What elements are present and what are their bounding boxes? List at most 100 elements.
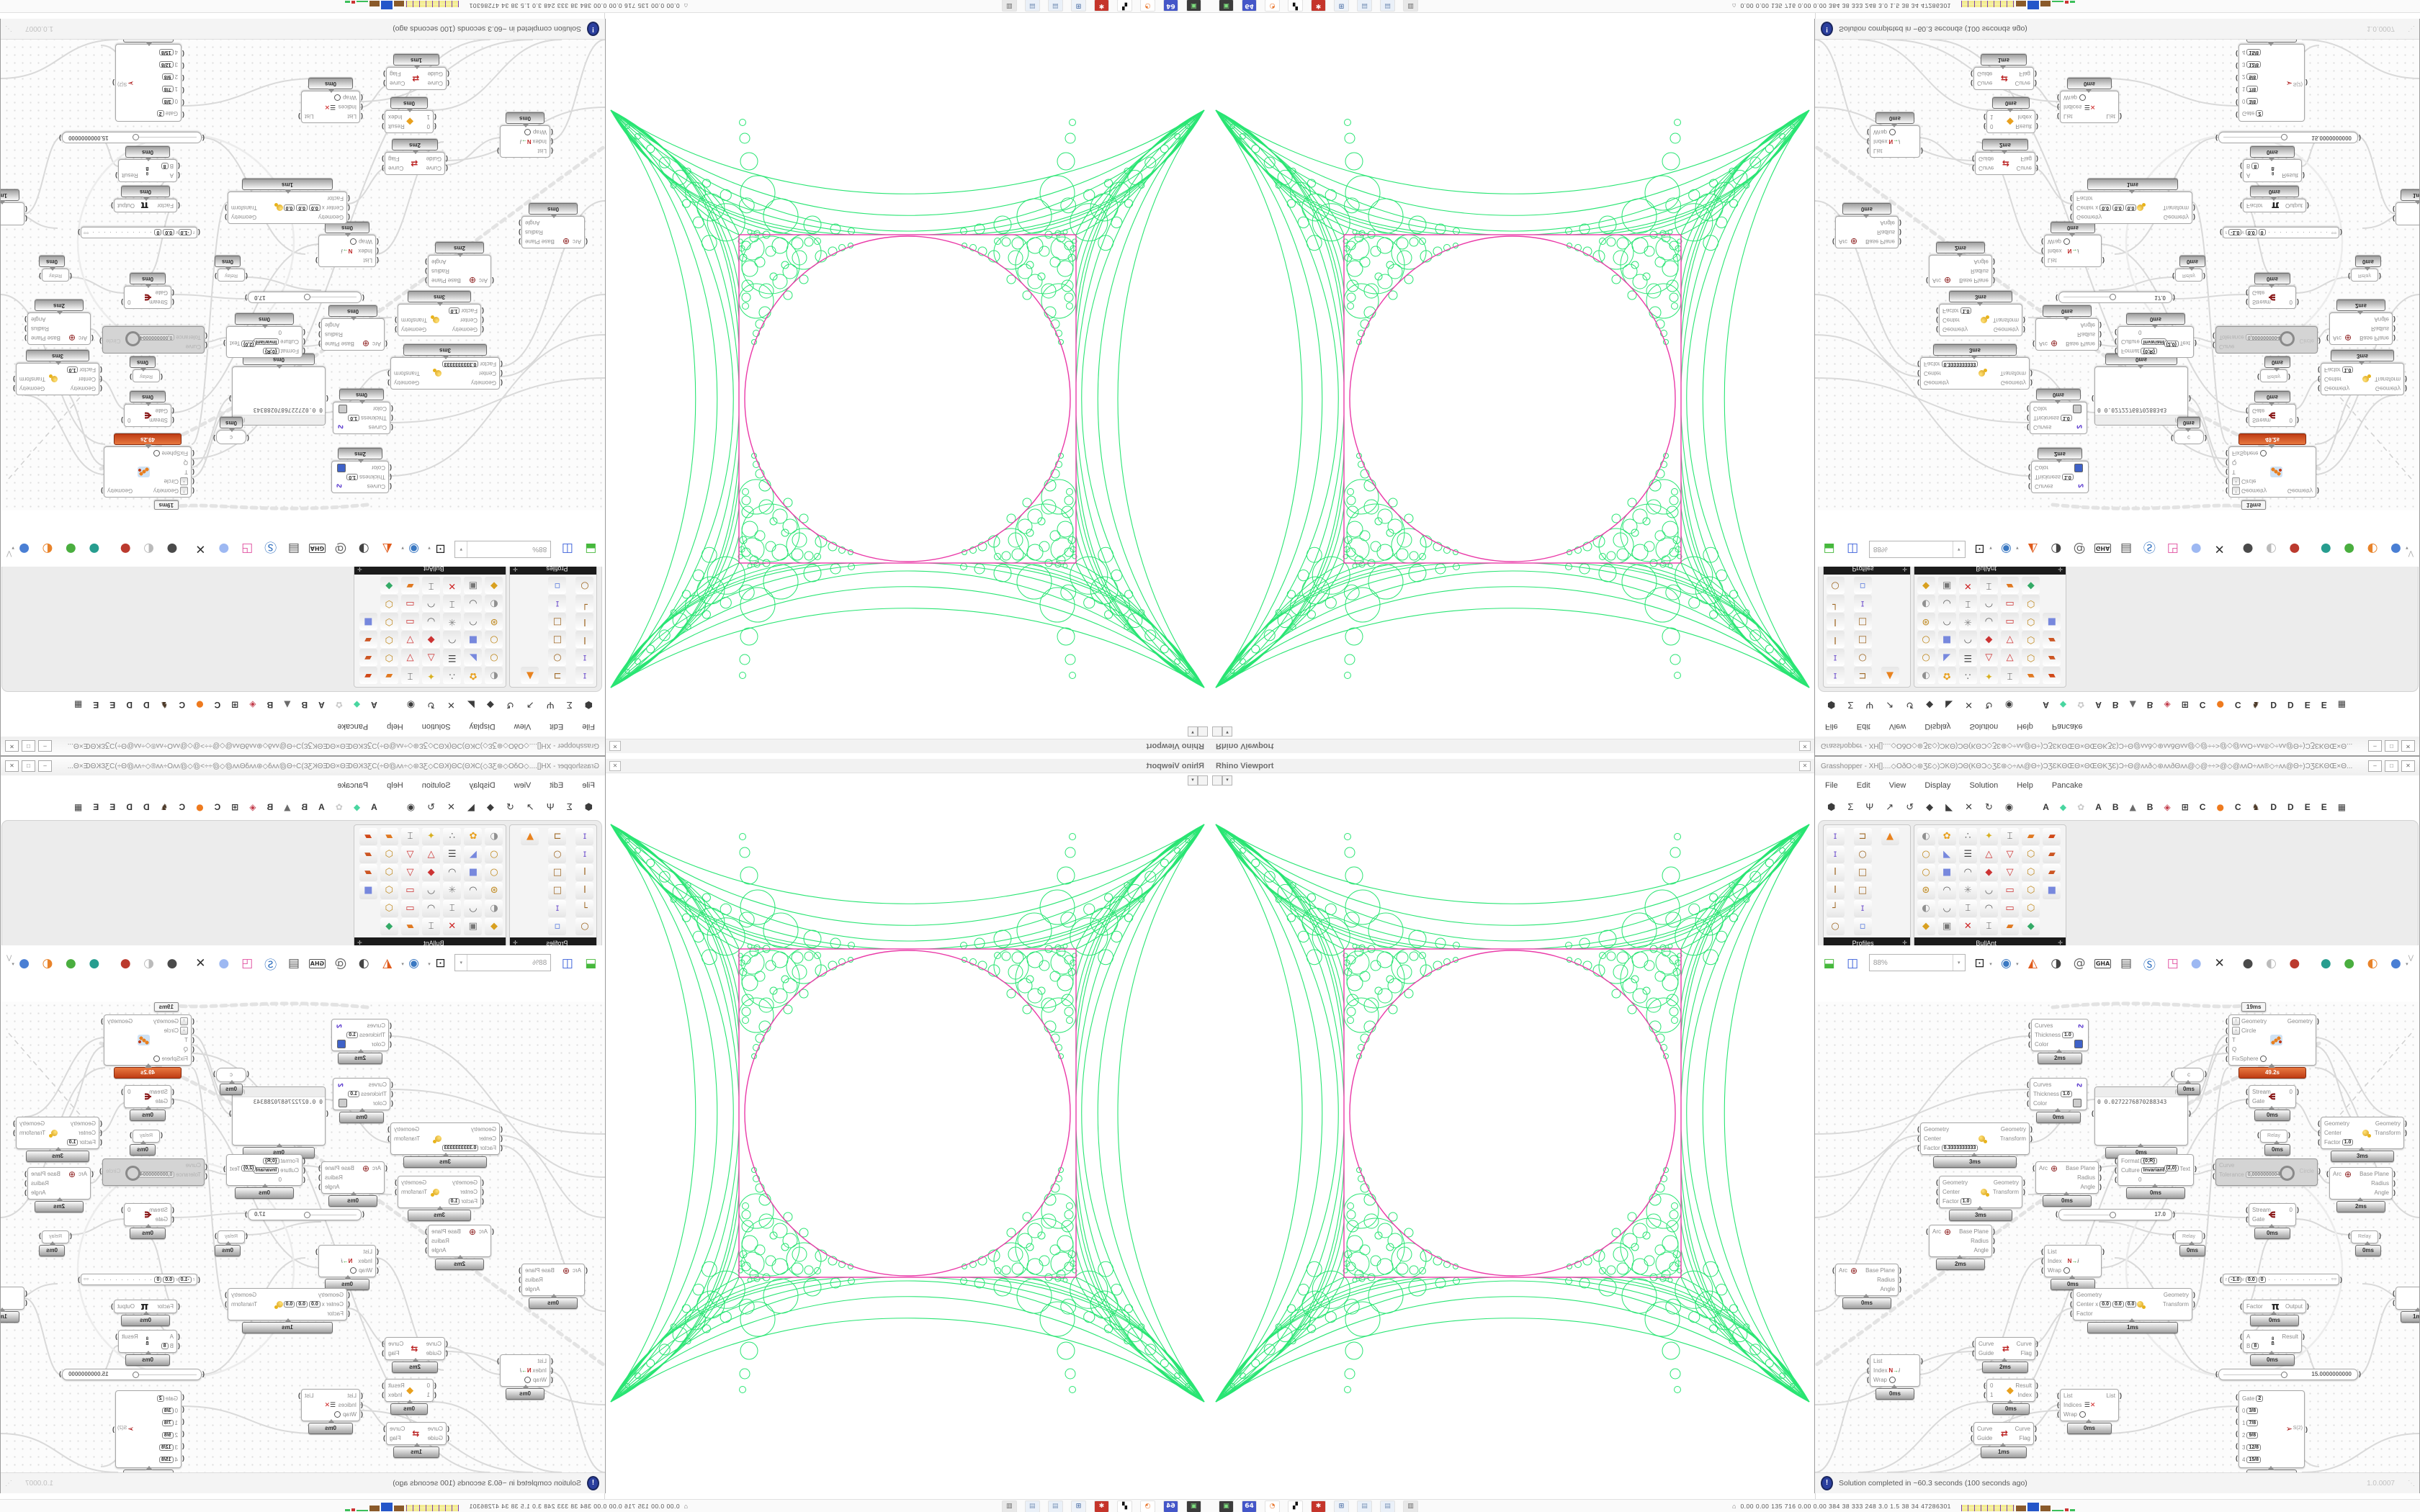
output-pin[interactable]: ) bbox=[99, 338, 102, 345]
input-pin[interactable]: ( bbox=[434, 1382, 436, 1389]
input-pin[interactable]: ( bbox=[1936, 1197, 1938, 1205]
input-pin[interactable]: ( bbox=[348, 214, 350, 221]
value-chip[interactable]: {0;R} bbox=[2141, 1158, 2158, 1164]
close-button[interactable]: ✕ bbox=[2401, 760, 2415, 772]
plugin-tab-A[interactable]: A bbox=[371, 700, 377, 710]
node-arc-a[interactable]: Arc ⊕ Base Plane Radius Angle())) bbox=[318, 1161, 387, 1194]
preview-eye-button[interactable]: ◉ bbox=[408, 541, 419, 556]
value-chip[interactable]: 1.0 bbox=[2062, 1032, 2074, 1038]
palette-item-icon[interactable]: ▫ bbox=[548, 577, 567, 595]
node-pick-n-choose[interactable]: Gate 2 0 3/8 1 7/8 2 9/8 3 12/8 4 15/8 ➢ S(2)(((… bbox=[2236, 44, 2308, 122]
input-pin[interactable]: ( bbox=[161, 1131, 163, 1138]
input-pin[interactable]: ( bbox=[2057, 94, 2059, 102]
input-pin[interactable]: ( bbox=[2213, 1172, 2215, 1179]
tab-curve[interactable]: ↺ bbox=[1906, 700, 1914, 711]
palette-item-icon[interactable]: ▽ bbox=[400, 649, 419, 667]
input-pin[interactable]: ( bbox=[2348, 273, 2350, 280]
output-pin[interactable]: ) bbox=[111, 1302, 113, 1310]
input-pin[interactable]: ( bbox=[2240, 1302, 2242, 1310]
value-chip[interactable]: 1.0 bbox=[448, 307, 460, 314]
input-pin[interactable]: ( bbox=[447, 80, 449, 87]
node-flip-b[interactable]: Curve Guide Curve Flag(()) ⇄ bbox=[383, 1422, 449, 1445]
output-pin[interactable]: ) bbox=[395, 326, 397, 333]
input-pin[interactable]: ( bbox=[2115, 329, 2117, 336]
value-chip[interactable]: 3/8 bbox=[161, 1408, 174, 1414]
palette-item-icon[interactable]: ▭ bbox=[2001, 613, 2020, 631]
output-pin[interactable]: ) bbox=[395, 1188, 397, 1195]
preview-shaded-button[interactable]: ● bbox=[2289, 956, 2300, 971]
palette-item-icon[interactable]: ▰ bbox=[380, 827, 398, 845]
remote-at-button[interactable]: @ bbox=[2073, 541, 2086, 556]
node-fit-circle[interactable]: Curve Tolerance 0,0000000004 Circle(() bbox=[99, 1158, 207, 1186]
plugin-bird-icon[interactable]: ♞ bbox=[160, 802, 169, 812]
value-chip[interactable]: 15/8 bbox=[2246, 49, 2262, 55]
input-pin[interactable]: ( bbox=[192, 487, 194, 495]
tab-params[interactable]: ⬢ bbox=[1827, 801, 1836, 812]
node-slider-15[interactable]: 15.0000000000() bbox=[59, 132, 205, 143]
input-pin[interactable]: ( bbox=[178, 1342, 180, 1349]
input-pin[interactable]: ( bbox=[1984, 1382, 1986, 1389]
palette-item-icon[interactable]: ɪ bbox=[548, 595, 567, 613]
palette-item-icon[interactable]: ⊛ bbox=[1917, 613, 1935, 631]
chevron-down-icon[interactable]: ▾ bbox=[401, 545, 404, 550]
value-chip[interactable]: 7/8 bbox=[2246, 1420, 2259, 1426]
node-fit-circle[interactable]: Curve Tolerance 0,0000000004 Circle(() bbox=[99, 326, 207, 354]
output-pin[interactable]: ) bbox=[59, 135, 61, 142]
menu-help[interactable]: Help bbox=[387, 781, 403, 790]
plugin-tab-B[interactable]: B bbox=[2112, 802, 2119, 812]
palette-item-icon[interactable]: ○ bbox=[485, 863, 503, 881]
tab-vector[interactable]: ↗ bbox=[526, 700, 534, 711]
viewport-close-icon[interactable]: ✕ bbox=[1799, 760, 1811, 771]
palette-item-icon[interactable]: △ bbox=[1979, 649, 1998, 667]
input-pin[interactable]: ( bbox=[2226, 487, 2228, 495]
tab-surface[interactable]: ◆ bbox=[1926, 700, 1934, 711]
plugin-gem-icon[interactable]: ◆ bbox=[353, 700, 361, 710]
output-pin[interactable]: ) bbox=[387, 1125, 390, 1133]
input-pin[interactable]: ( bbox=[247, 1070, 249, 1077]
output-pin[interactable]: ) bbox=[2189, 1110, 2191, 1117]
output-pin[interactable]: ) bbox=[24, 325, 27, 333]
output-pin[interactable]: ) bbox=[2036, 123, 2038, 130]
palette-item-icon[interactable]: ◡ bbox=[1979, 613, 1998, 631]
palette-item-icon[interactable]: ▰ bbox=[2001, 577, 2020, 595]
menu-help[interactable]: Help bbox=[2017, 781, 2033, 790]
palette-item-icon[interactable]: △ bbox=[1979, 845, 1998, 863]
palette-item-icon[interactable]: ◠ bbox=[1958, 631, 1977, 649]
input-pin[interactable]: ( bbox=[205, 1163, 207, 1170]
input-pin[interactable]: ( bbox=[2213, 1163, 2215, 1170]
palette-item-icon[interactable]: ▣ bbox=[1937, 577, 1956, 595]
node-fit-circle[interactable]: Curve Tolerance 0,0000000004 Circle(() bbox=[2213, 1158, 2321, 1186]
gha-button[interactable]: GHA bbox=[2094, 539, 2112, 558]
input-pin[interactable]: ( bbox=[348, 195, 350, 202]
input-pin[interactable]: ( bbox=[182, 50, 184, 58]
input-pin[interactable]: ( bbox=[482, 307, 484, 315]
palette-item-icon[interactable]: ◠ bbox=[1937, 613, 1956, 631]
palette-item-icon[interactable]: ▣ bbox=[464, 577, 483, 595]
node-scale-c[interactable]: Geometry Center Factor 1.0 Geometry Transform… bbox=[13, 363, 102, 395]
plugin-tab-E[interactable]: E bbox=[109, 802, 116, 812]
input-pin[interactable]: ( bbox=[2041, 238, 2043, 246]
palette-item-icon[interactable]: ⊛ bbox=[1917, 881, 1935, 899]
chevron-down-icon[interactable]: ▾ bbox=[455, 955, 468, 971]
output-pin[interactable]: ) bbox=[2288, 1131, 2290, 1138]
input-pin[interactable]: ( bbox=[2226, 1055, 2228, 1062]
input-pin[interactable]: ( bbox=[182, 1405, 184, 1413]
toolbar-overflow-icon[interactable]: ⋁ bbox=[2408, 954, 2414, 961]
input-pin[interactable]: ( bbox=[361, 94, 363, 102]
value-chip[interactable]: 1.0 bbox=[2341, 1139, 2354, 1146]
menu-solution[interactable]: Solution bbox=[421, 781, 451, 790]
palette-item-icon[interactable]: ◠ bbox=[464, 881, 483, 899]
gha-button[interactable]: GHA bbox=[308, 954, 326, 973]
palette-item-icon[interactable]: I bbox=[1826, 881, 1845, 899]
plugin-orange-dot-icon[interactable]: ● bbox=[2216, 700, 2224, 710]
input-pin[interactable]: ( bbox=[2213, 333, 2215, 340]
preview-eye-button[interactable]: ◉ bbox=[408, 956, 419, 971]
palette-item-icon[interactable] bbox=[2043, 595, 2061, 613]
node-scale-b[interactable]: Geometry Center Factor 1.0 Geometry Transform… bbox=[395, 304, 484, 336]
input-pin[interactable]: ( bbox=[2033, 1164, 2035, 1171]
resize-grip-icon[interactable]: ⋱ bbox=[5, 1479, 12, 1488]
palette-item-icon[interactable]: ▽ bbox=[2001, 649, 2020, 667]
plugin-tab-C[interactable]: C bbox=[179, 700, 186, 710]
palette-item-icon[interactable]: I bbox=[575, 613, 594, 631]
node-pick-n-choose[interactable]: Gate 2 0 3/8 1 7/8 2 9/8 3 12/8 4 15/8 ➢ S(2)(((… bbox=[112, 1390, 184, 1468]
